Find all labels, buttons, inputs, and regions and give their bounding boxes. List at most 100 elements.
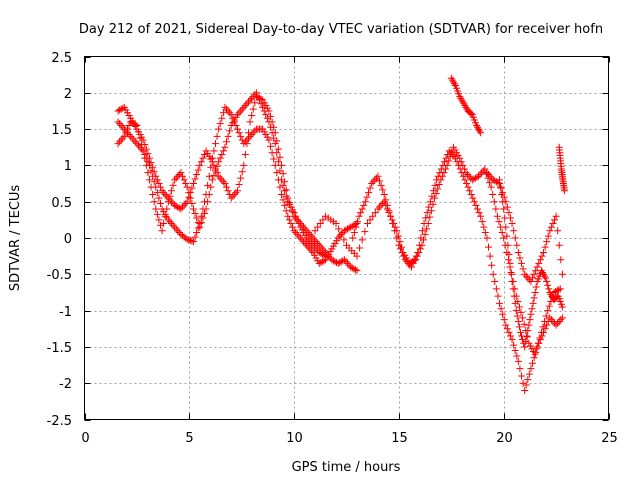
data-point — [243, 100, 251, 108]
data-point — [208, 176, 216, 184]
data-point — [369, 178, 377, 186]
data-point — [156, 200, 164, 208]
data-point — [117, 121, 125, 129]
data-point — [139, 147, 147, 155]
data-point — [183, 235, 191, 243]
y-tick-label: 2 — [64, 87, 72, 102]
data-point — [514, 357, 522, 365]
data-point — [177, 169, 185, 177]
data-point — [191, 209, 199, 217]
data-point — [522, 337, 530, 345]
data-point — [237, 132, 245, 140]
data-point — [536, 256, 544, 264]
data-point — [160, 189, 168, 197]
data-point — [169, 221, 177, 229]
data-point — [155, 216, 163, 224]
data-point — [138, 141, 146, 149]
data-point — [442, 165, 450, 173]
data-point — [502, 223, 510, 231]
data-point — [197, 158, 205, 166]
data-point — [440, 158, 448, 166]
y-tick-label: -2 — [59, 377, 72, 392]
data-point — [161, 190, 169, 198]
data-point — [516, 328, 524, 336]
data-point — [329, 257, 337, 265]
data-point — [202, 205, 210, 213]
data-point — [464, 183, 472, 191]
data-point — [369, 212, 377, 220]
data-point — [422, 214, 430, 222]
x-axis-label: GPS time / hours — [292, 460, 401, 475]
data-point — [549, 317, 557, 325]
data-point — [271, 161, 279, 169]
data-point — [456, 154, 464, 162]
data-point — [246, 118, 254, 126]
data-point — [525, 276, 533, 284]
data-point — [290, 227, 298, 235]
data-point — [306, 230, 314, 238]
data-point — [224, 132, 232, 140]
data-point — [500, 316, 508, 324]
chart-title: Day 212 of 2021, Sidereal Day-to-day VTE… — [79, 22, 603, 37]
data-point — [307, 232, 315, 240]
data-point — [431, 181, 439, 189]
data-point — [461, 176, 469, 184]
data-point — [420, 236, 428, 244]
series-track-f — [447, 74, 485, 137]
data-point — [516, 254, 524, 262]
data-point — [312, 245, 320, 253]
y-tick-label: 0.5 — [51, 196, 72, 211]
data-point — [543, 238, 551, 246]
data-point — [205, 190, 213, 198]
data-point — [278, 176, 286, 184]
data-point — [457, 158, 465, 166]
data-point — [122, 129, 130, 137]
data-point — [560, 187, 568, 195]
data-point — [536, 334, 544, 342]
data-point — [449, 78, 457, 86]
data-point — [304, 243, 312, 251]
data-point — [183, 198, 191, 206]
data-point — [514, 249, 522, 257]
data-point — [545, 302, 553, 310]
data-point — [117, 105, 125, 113]
data-point — [142, 145, 150, 153]
data-point — [234, 111, 242, 119]
data-point — [385, 207, 393, 215]
data-point — [503, 232, 511, 240]
data-point — [398, 243, 406, 251]
data-point — [527, 310, 535, 318]
data-point — [147, 183, 155, 191]
data-point — [540, 270, 548, 278]
data-point — [315, 259, 323, 267]
data-point — [312, 238, 320, 246]
data-point — [163, 205, 171, 213]
data-point — [396, 245, 404, 253]
data-point — [134, 141, 142, 149]
data-point — [425, 203, 433, 211]
data-point — [506, 259, 514, 267]
data-point — [215, 172, 223, 180]
data-point — [189, 180, 197, 188]
data-point — [230, 190, 238, 198]
data-point — [485, 170, 493, 178]
data-point — [552, 288, 560, 296]
data-point — [171, 223, 179, 231]
data-point — [251, 91, 259, 99]
data-point — [252, 89, 260, 97]
data-point — [486, 179, 494, 187]
data-point — [533, 343, 541, 351]
data-point — [336, 259, 344, 267]
data-point — [119, 134, 127, 142]
data-point — [418, 241, 426, 249]
x-tick-label: 10 — [286, 431, 303, 446]
data-point — [185, 189, 193, 197]
data-point — [545, 285, 553, 293]
data-point — [494, 292, 502, 300]
data-point — [193, 229, 201, 237]
data-point — [241, 138, 249, 146]
data-point — [427, 207, 435, 215]
data-point — [282, 207, 290, 215]
data-point — [136, 134, 144, 142]
data-point — [268, 129, 276, 137]
